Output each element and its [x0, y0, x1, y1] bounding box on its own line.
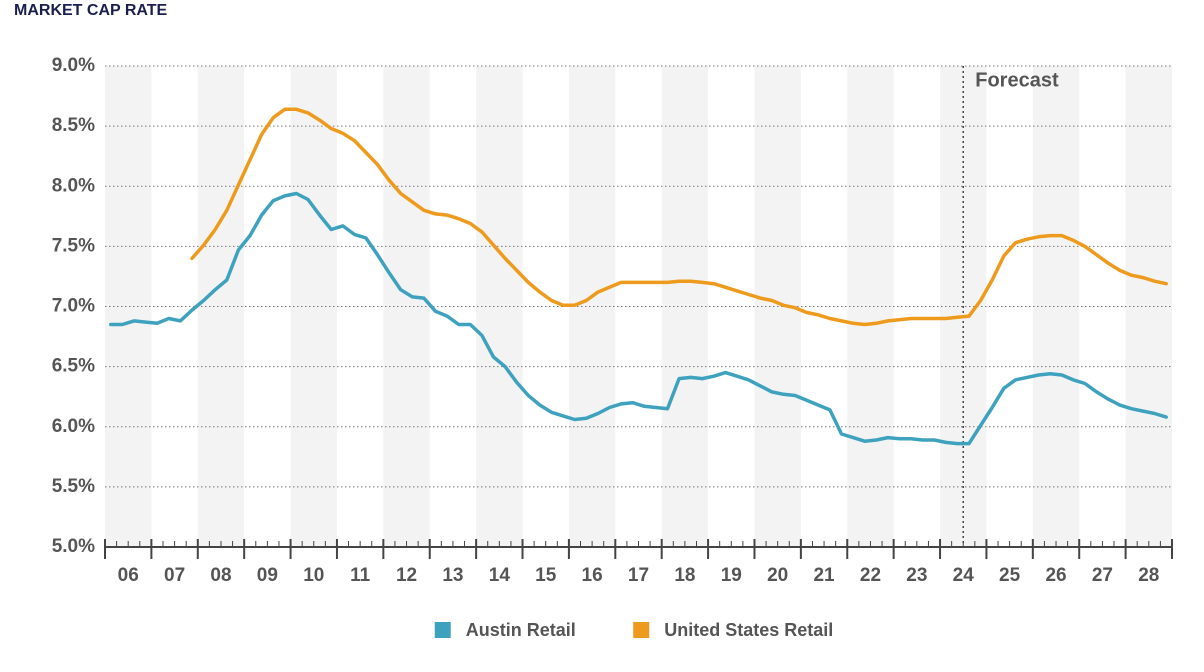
- y-tick-label: 5.5%: [52, 476, 95, 497]
- y-tick-label: 6.5%: [52, 356, 95, 377]
- legend: Austin Retail United States Retail: [434, 620, 833, 640]
- x-tick-label: 24: [953, 565, 975, 586]
- series-line: [190, 107, 1168, 327]
- y-tick-label: 7.5%: [52, 235, 95, 256]
- year-band: [105, 66, 152, 547]
- x-tick-label: 14: [489, 565, 511, 586]
- x-tick-label: 27: [1092, 565, 1113, 586]
- y-tick-label: 8.0%: [52, 175, 95, 196]
- x-tick-label: 16: [582, 565, 603, 586]
- y-tick-label: 8.5%: [52, 115, 95, 136]
- x-tick-label: 20: [767, 565, 788, 586]
- x-tick-label: 26: [1045, 565, 1066, 586]
- x-tick-label: 13: [442, 565, 463, 586]
- x-tick-label: 15: [535, 565, 557, 586]
- legend-label: Austin Retail: [466, 620, 576, 640]
- year-band: [476, 66, 523, 547]
- year-band: [568, 66, 616, 547]
- legend-swatch: [434, 622, 451, 638]
- y-tick-label: 7.0%: [52, 296, 95, 317]
- x-tick-label: 19: [721, 565, 742, 586]
- y-tick-label: 6.0%: [52, 416, 95, 437]
- x-tick-label: 18: [674, 565, 695, 586]
- legend-label: United States Retail: [664, 620, 833, 640]
- series-line: [109, 191, 1168, 446]
- x-tick-label: 21: [813, 565, 835, 586]
- chart-title: MARKET CAP RATE: [14, 2, 168, 19]
- x-tick-label: 25: [999, 565, 1021, 586]
- x-tick-label: 08: [210, 565, 231, 586]
- x-tick-label: 09: [257, 565, 278, 586]
- x-tick-label: 22: [860, 565, 881, 586]
- x-tick-label: 23: [906, 565, 927, 586]
- y-tick-label: 5.0%: [52, 536, 95, 557]
- x-tick-label: 06: [118, 565, 139, 586]
- x-tick-label: 10: [303, 565, 324, 586]
- x-tick-label: 12: [396, 565, 417, 586]
- year-band: [1032, 66, 1080, 547]
- x-tick-label: 17: [628, 565, 649, 586]
- x-tick-label: 28: [1138, 565, 1159, 586]
- x-tick-label: 11: [350, 565, 371, 586]
- x-tick-label: 07: [164, 565, 185, 586]
- y-tick-label: 9.0%: [52, 55, 95, 76]
- legend-swatch: [633, 622, 650, 638]
- forecast-label: Forecast: [975, 69, 1059, 91]
